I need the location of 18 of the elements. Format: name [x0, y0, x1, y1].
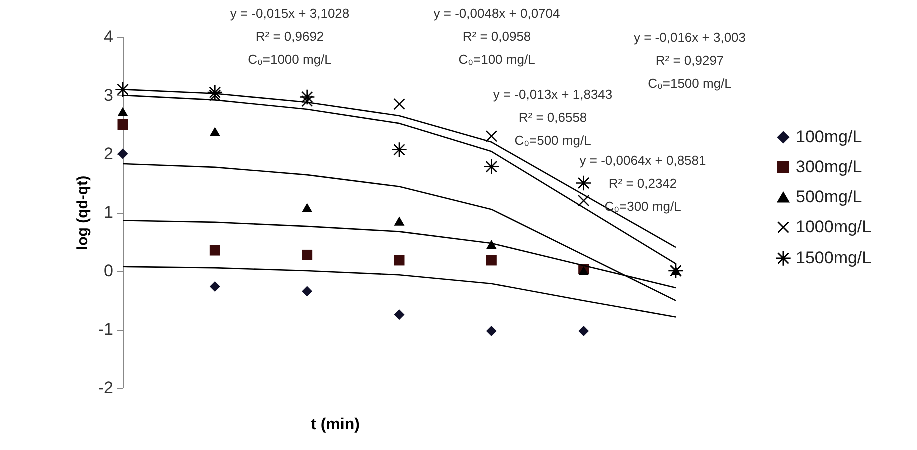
y-tick-label: 3 — [104, 86, 114, 105]
legend-label: 300mg/L — [796, 158, 862, 176]
y-tick-label: 4 — [104, 28, 114, 46]
annotation: y = -0,0048x + 0,0704 R² = 0,0958 C₀=100 mg/L — [434, 6, 560, 67]
y-tick-label: 2 — [104, 144, 114, 164]
y-tick-label: -2 — [98, 378, 114, 398]
legend-label: 1500mg/L — [796, 248, 872, 268]
y-tick-label: -1 — [98, 320, 114, 339]
legend-label: 1000mg/L — [796, 218, 872, 236]
annotation: y = -0,0064x + 0,8581 R² = 0,2342 C₀=300 mg/L — [580, 153, 706, 214]
y-tick-label: 1 — [104, 203, 114, 222]
legend-label: 100mg/L — [796, 128, 862, 146]
x-axis-title: t (min) — [311, 416, 360, 434]
y-axis-title: log (qd-qt) — [74, 176, 92, 250]
annotation: y = -0,016x + 3,003 R² = 0,9297 C₀=1500 mg/L — [634, 30, 746, 91]
y-tick-label: 0 — [104, 262, 114, 280]
legend-label: 500mg/L — [796, 188, 862, 206]
annotation: y = -0,015x + 3,1028 R² = 0,9692 C₀=1000 mg/L — [230, 6, 350, 67]
